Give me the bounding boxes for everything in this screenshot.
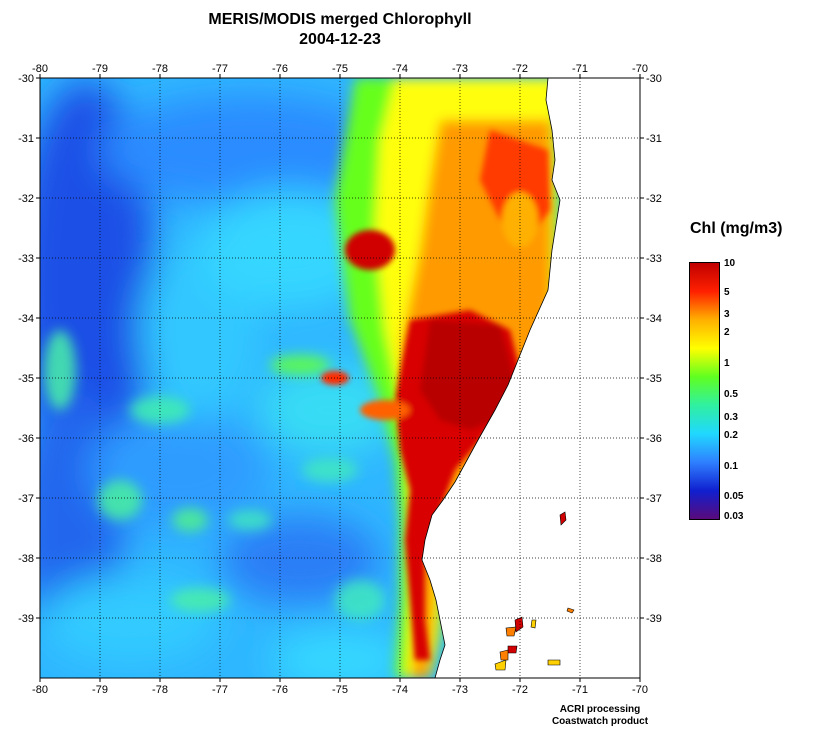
lon-label-bottom: -75	[332, 684, 348, 696]
lon-label-bottom: -74	[392, 684, 408, 696]
lat-label-right: -37	[646, 493, 662, 505]
colorbar-tick-label: 10	[724, 258, 736, 269]
lon-label-top: -80	[32, 63, 48, 75]
lon-label-bottom: -71	[572, 684, 588, 696]
lon-label-top: -78	[152, 63, 168, 75]
map-date: 2004-12-23	[299, 31, 381, 48]
lat-label-left: -30	[18, 73, 34, 85]
lat-label-left: -35	[18, 373, 34, 385]
islands	[494, 511, 575, 671]
lon-label-top: -76	[272, 63, 288, 75]
credit-processing: ACRI processing	[559, 704, 641, 715]
lat-label-right: -36	[646, 433, 662, 445]
map-title: MERIS/MODIS merged Chlorophyll	[208, 11, 472, 28]
colorbar-tick-label: 0.3	[724, 411, 738, 423]
lon-label-bottom: -79	[92, 684, 108, 696]
lon-label-top: -73	[452, 63, 468, 75]
lat-label-right: -31	[646, 133, 662, 145]
lat-label-right: -33	[646, 253, 662, 265]
lon-label-bottom: -80	[32, 684, 48, 696]
lon-label-top: -74	[392, 63, 408, 75]
lat-label-right: -30	[646, 73, 662, 85]
colorbar	[689, 262, 720, 520]
lon-label-bottom: -73	[452, 684, 468, 696]
credit-product: Coastwatch product	[551, 716, 649, 727]
colorbar-tick-label: 1	[724, 358, 730, 370]
colorbar-tick-label: 0.03	[724, 511, 744, 522]
lat-label-right: -35	[646, 373, 662, 385]
lat-label-left: -37	[18, 493, 34, 505]
lat-label-left: -38	[18, 553, 34, 565]
graticule	[40, 78, 640, 678]
lat-label-left: -31	[18, 133, 34, 145]
axis-ticks: -80 -80 -79 -79 -78 -78 -77 -77 -76 -76 -75 -75 -74 -…	[18, 63, 662, 696]
colorbar-tick-label: 0.2	[724, 429, 738, 441]
lon-label-top: -71	[572, 63, 588, 75]
lon-label-bottom: -70	[632, 684, 648, 696]
lat-label-right: -39	[646, 613, 662, 625]
lon-label-top: -70	[632, 63, 648, 75]
lon-label-bottom: -78	[152, 684, 168, 696]
lat-label-left: -39	[18, 613, 34, 625]
land-mask	[421, 77, 641, 679]
colorbar-tick-label: 0.05	[724, 491, 744, 503]
colorbar-title: Chl (mg/m3)	[690, 220, 783, 237]
lon-label-top: -77	[212, 63, 228, 75]
lon-label-bottom: -72	[512, 684, 528, 696]
lon-label-top: -79	[92, 63, 108, 75]
lat-label-left: -34	[18, 313, 34, 325]
lat-label-left: -33	[18, 253, 34, 265]
lat-label-left: -36	[18, 433, 34, 445]
lon-label-bottom: -76	[272, 684, 288, 696]
lon-label-top: -72	[512, 63, 528, 75]
lat-label-left: -32	[18, 193, 34, 205]
lat-label-right: -32	[646, 193, 662, 205]
colorbar-tick-label: 3	[724, 309, 730, 321]
lon-label-bottom: -77	[212, 684, 228, 696]
colorbar-tick-label: 0.1	[724, 460, 738, 472]
lat-label-right: -34	[646, 313, 662, 325]
colorbar-tick-label: 0.5	[724, 389, 738, 401]
colorbar-tick-label: 2	[724, 327, 730, 339]
colorbar-tick-label: 5	[724, 286, 730, 298]
lon-label-top: -75	[332, 63, 348, 75]
lat-label-right: -38	[646, 553, 662, 565]
